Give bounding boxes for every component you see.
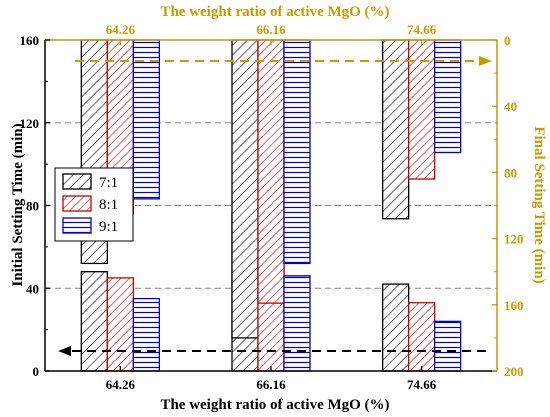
bar-final — [435, 40, 461, 153]
right-tick-label: 160 — [504, 298, 524, 313]
initial-axis-arrowhead — [58, 346, 71, 356]
left-tick-label: 0 — [33, 364, 40, 379]
legend-label: 7:1 — [99, 175, 118, 191]
bar-initial — [284, 276, 310, 371]
bar-initial — [435, 321, 461, 371]
left-tick-label: 80 — [26, 199, 39, 214]
top-tick-label: 74.66 — [407, 22, 437, 37]
x-tick-label: 64.26 — [106, 377, 136, 392]
top-axis-title: The weight ratio of active MgO (%) — [160, 4, 389, 20]
right-tick-label: 0 — [504, 33, 511, 48]
bar-final — [383, 40, 409, 219]
legend: 7:1 8:1 9:1 — [55, 168, 133, 241]
legend-swatch — [63, 174, 91, 189]
bar-initial — [409, 303, 435, 371]
right-tick-label: 200 — [504, 364, 524, 379]
bottom-axis-title: The weight ratio of active MgO (%) — [160, 397, 389, 413]
left-tick-label: 40 — [26, 281, 39, 296]
left-axis-title: Initial Setting Time (min) — [10, 123, 26, 286]
bar-final — [258, 40, 284, 303]
bar-initial — [383, 284, 409, 371]
right-tick-label: 80 — [504, 165, 517, 180]
right-tick-label: 40 — [504, 99, 517, 114]
legend-swatch — [63, 218, 91, 233]
bar-initial — [81, 272, 107, 371]
legend-label: 8:1 — [99, 197, 118, 213]
x-tick-label: 66.16 — [256, 377, 286, 392]
legend-swatch — [63, 196, 91, 211]
bar-final — [133, 40, 159, 199]
legend-label: 9:1 — [99, 219, 118, 235]
bar-final — [232, 40, 258, 338]
left-tick-label: 160 — [20, 33, 40, 48]
left-tick-label: 120 — [20, 116, 40, 131]
bar-initial — [133, 299, 159, 371]
x-tick-label: 74.66 — [407, 377, 437, 392]
right-tick-label: 120 — [504, 232, 524, 247]
bar-initial — [107, 278, 133, 371]
top-tick-label: 64.26 — [106, 22, 136, 37]
right-axis-title: Final Setting Time (min) — [531, 126, 547, 283]
top-tick-label: 66.16 — [256, 22, 286, 37]
bar-final — [284, 40, 310, 263]
final-axis-arrowhead — [479, 56, 492, 66]
